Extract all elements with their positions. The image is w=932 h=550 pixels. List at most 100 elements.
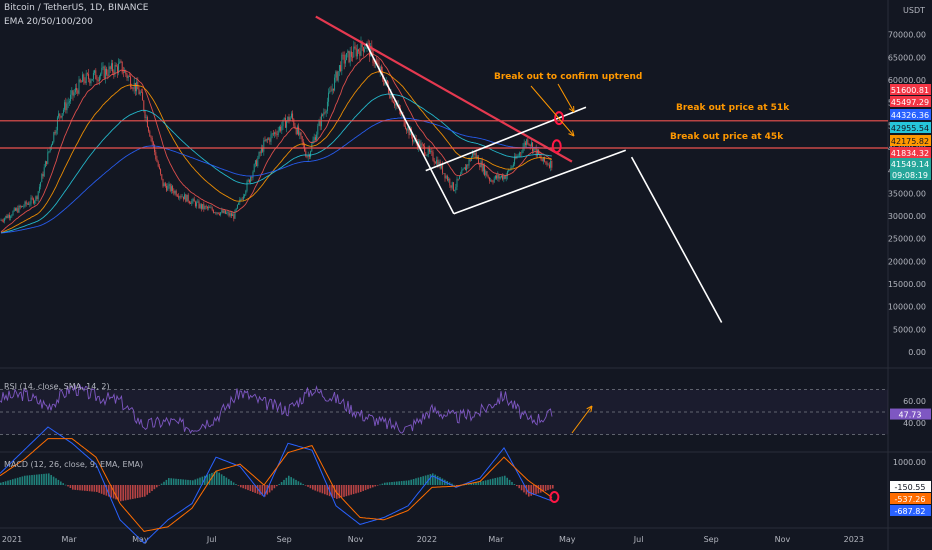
candle-body <box>85 73 87 83</box>
macd-histogram-bar <box>177 478 180 485</box>
candle-body <box>527 139 529 144</box>
macd-histogram-bar <box>468 483 470 485</box>
macd-histogram-bar <box>72 485 74 490</box>
macd-histogram-bar <box>225 477 228 485</box>
candle-body <box>170 186 172 191</box>
candle-body <box>266 138 268 140</box>
candle-body <box>384 82 386 85</box>
candle-body <box>499 177 501 179</box>
rsi-value-label: 47.73 <box>899 411 922 420</box>
macd-histogram-bar <box>552 485 554 489</box>
candle-body <box>462 169 464 171</box>
candle-body <box>98 76 100 82</box>
macd-histogram-bar <box>285 477 288 485</box>
macd-histogram-bar <box>196 478 199 485</box>
macd-histogram-bar <box>448 482 451 485</box>
macd-histogram-bar <box>235 484 237 485</box>
time-tick-label: Jul <box>633 535 644 544</box>
macd-pane-label[interactable]: MACD (12, 26, close, 9, EMA, EMA) <box>4 460 144 469</box>
macd-histogram-bar <box>499 476 501 485</box>
candle-body <box>486 171 488 177</box>
candle-body <box>492 181 494 183</box>
macd-histogram-bar <box>153 485 156 490</box>
candle-body <box>222 210 224 213</box>
candle-body <box>4 218 6 222</box>
macd-histogram-bar <box>331 485 333 498</box>
candle-body <box>236 204 238 209</box>
time-tick-label: Sep <box>277 535 292 544</box>
price-tag-label: 42175.82 <box>891 137 929 146</box>
candle-body <box>472 152 474 157</box>
candle-body <box>548 164 550 168</box>
candle-body <box>432 152 434 161</box>
macd-histogram-bar <box>175 478 177 485</box>
candle-body <box>503 175 505 180</box>
candle-body <box>413 139 415 142</box>
macd-histogram-bar <box>240 485 242 488</box>
macd-histogram-bar <box>98 485 100 493</box>
macd-histogram-bar <box>304 485 307 486</box>
candle-body <box>124 70 126 73</box>
candle-body <box>144 110 146 118</box>
candle-body <box>524 142 526 145</box>
macd-histogram-bar <box>295 479 297 485</box>
candle-body <box>208 207 210 209</box>
candle-body <box>301 136 303 142</box>
candle-body <box>379 66 381 72</box>
candle-body <box>11 215 13 217</box>
candle-body <box>326 101 328 111</box>
candle-body <box>262 147 264 152</box>
candle-body <box>102 66 104 68</box>
candle-body <box>72 90 74 96</box>
candle-body <box>328 92 330 102</box>
candle-body <box>532 142 534 152</box>
macd-histogram-bar <box>120 485 122 502</box>
macd-histogram-bar <box>4 481 7 485</box>
macd-histogram-bar <box>472 482 475 485</box>
macd-histogram-bar <box>45 473 48 485</box>
candle-body <box>373 63 375 64</box>
macd-histogram-bar <box>314 485 316 491</box>
rsi-value-tag <box>890 408 931 420</box>
macd-histogram-bar <box>208 473 211 485</box>
macd-histogram-bar <box>427 474 429 485</box>
macd-histogram-bar <box>16 477 19 485</box>
candle-body <box>502 175 504 180</box>
candle-body <box>251 177 253 178</box>
price-tag-label: 42955.54 <box>891 124 929 133</box>
macd-histogram-bar <box>360 485 362 492</box>
candle-body <box>199 204 201 209</box>
time-tick-label: Mar <box>488 535 504 544</box>
candle-body <box>184 194 186 200</box>
macd-histogram-bar <box>297 481 300 485</box>
macd-histogram-bar <box>355 485 357 494</box>
candle-body <box>332 88 334 91</box>
macd-histogram-bar <box>280 482 283 485</box>
macd-histogram-bar <box>333 485 336 498</box>
annotation-arrow-head <box>568 130 575 137</box>
candle-body <box>256 160 258 167</box>
macd-histogram-bar <box>492 478 494 485</box>
candle-body <box>434 162 436 164</box>
candle-body <box>133 82 135 90</box>
macd-histogram-bar <box>220 474 223 485</box>
rsi-pane-label[interactable]: RSI (14, close, SMA, 14, 2) <box>4 382 110 391</box>
candle-body <box>407 126 409 131</box>
channel-upper-line <box>425 106 587 172</box>
macd-histogram-bar <box>302 484 304 485</box>
candle-body <box>115 64 117 67</box>
candle-body <box>131 87 133 89</box>
candle-body <box>25 201 27 205</box>
macd-histogram-bar <box>516 485 518 487</box>
candle-body <box>284 117 286 128</box>
candle-body <box>314 137 316 141</box>
candle-body <box>73 92 75 96</box>
macd-histogram-bar <box>165 479 168 485</box>
candle-body <box>180 196 182 198</box>
ema-indicator-label[interactable]: EMA 20/50/100/200 <box>4 17 93 27</box>
macd-histogram-bar <box>451 483 453 485</box>
macd-histogram-bar <box>528 485 530 497</box>
candle-body <box>295 128 297 134</box>
time-tick-label: May <box>559 535 576 544</box>
